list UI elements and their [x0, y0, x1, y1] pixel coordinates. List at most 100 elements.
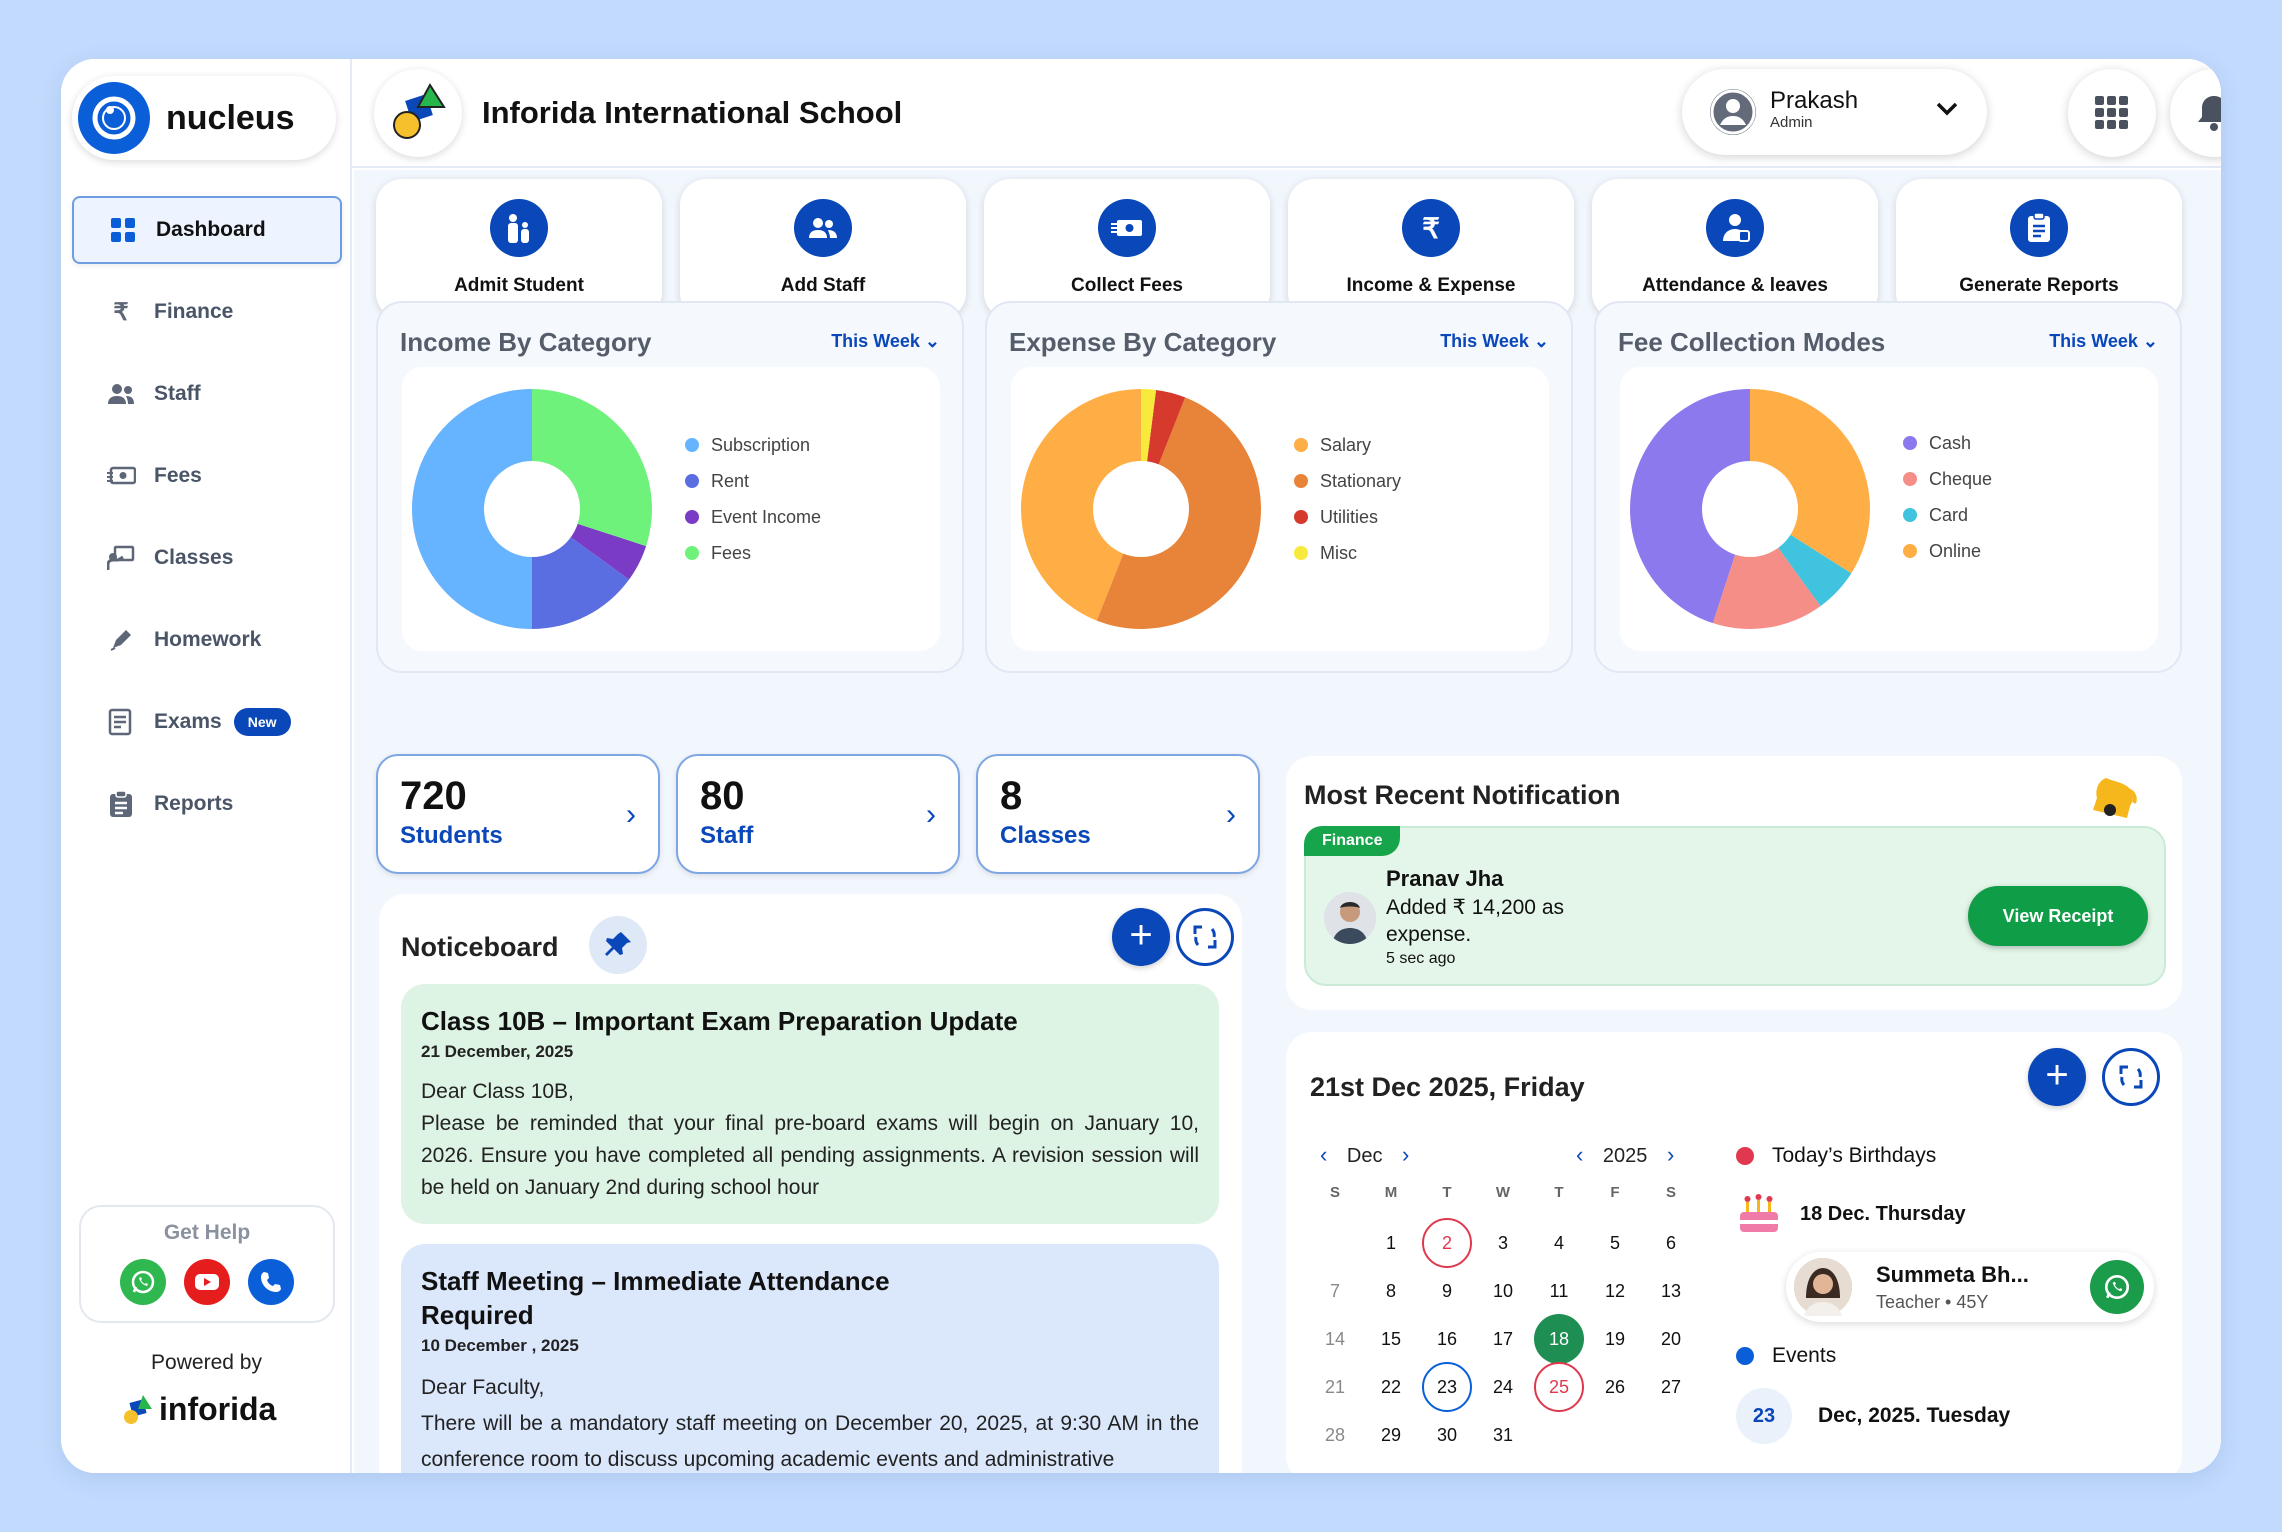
sidebar-item-fees[interactable]: Fees [72, 442, 342, 510]
calendar-day[interactable]: 28 [1324, 1424, 1346, 1445]
next-month-button[interactable]: › [1402, 1142, 1410, 1167]
calendar-day[interactable]: 7 [1329, 1280, 1340, 1301]
view-receipt-button[interactable]: View Receipt [1968, 886, 2148, 946]
admit-student-button[interactable]: Admit Student [376, 179, 662, 319]
calendar-day[interactable]: 10 [1492, 1280, 1514, 1301]
notice-date: 10 December , 2025 [421, 1336, 579, 1355]
students-stat-card[interactable]: 720 Students › [376, 754, 660, 874]
prev-month-button[interactable]: ‹ [1320, 1142, 1328, 1167]
collect-fees-button[interactable]: Collect Fees [984, 179, 1270, 319]
sidebar-item-exams[interactable]: Exams New [72, 688, 342, 756]
whatsapp-icon[interactable] [2090, 1260, 2144, 1314]
add-staff-button[interactable]: Add Staff [680, 179, 966, 319]
calendar-day[interactable]: 15 [1380, 1328, 1402, 1349]
calendar-day[interactable]: 9 [1441, 1280, 1452, 1301]
calendar-day[interactable]: 27 [1660, 1376, 1682, 1397]
calendar-day[interactable]: 21 [1324, 1376, 1346, 1397]
classes-stat-card[interactable]: 8 Classes › [976, 754, 1260, 874]
legend-item: Rent [685, 463, 821, 499]
weekday-label: T [1442, 1184, 1452, 1201]
expand-calendar-button[interactable] [2102, 1048, 2160, 1106]
prev-year-button[interactable]: ‹ [1576, 1142, 1584, 1167]
calendar-day[interactable]: 23 [1422, 1362, 1472, 1412]
sidebar-item-classes[interactable]: Classes [72, 524, 342, 592]
birthdays-header: Today’s Birthdays [1736, 1144, 2166, 1168]
notice-card[interactable]: Class 10B – Important Exam Preparation U… [401, 984, 1219, 1224]
people-icon [106, 379, 136, 409]
apps-grid-button[interactable] [2068, 69, 2156, 157]
calendar-day[interactable]: 24 [1492, 1376, 1514, 1397]
chevron-down-icon [1935, 99, 1959, 124]
pie-slice-cheque[interactable] [1712, 509, 1821, 629]
calendar-day[interactable]: 12 [1604, 1280, 1626, 1301]
youtube-icon[interactable] [184, 1259, 230, 1305]
legend-item: Card [1903, 497, 1992, 533]
calendar-day[interactable]: 31 [1492, 1424, 1514, 1445]
user-menu[interactable]: Prakash Admin [1682, 69, 1987, 155]
legend-item: Fees [685, 535, 821, 571]
notice-text: Please be reminded that your final pre-b… [421, 1112, 1199, 1199]
calendar-day[interactable]: 18 [1534, 1314, 1584, 1364]
notifications-button[interactable] [2170, 69, 2221, 157]
stat-value: 720 [400, 774, 467, 818]
inforida-brand: inforida [121, 1391, 276, 1428]
calendar-day[interactable]: 14 [1324, 1328, 1346, 1349]
top-bar: Inforida International School Prakash Ad… [352, 59, 2221, 168]
birthday-person-card[interactable]: Summeta Bh... Teacher • 45Y [1786, 1252, 2154, 1322]
calendar-day[interactable]: 11 [1549, 1280, 1569, 1301]
calendar-day[interactable]: 17 [1492, 1328, 1514, 1349]
fee-modes-donut-chart [1630, 389, 1870, 629]
calendar-day[interactable]: 13 [1660, 1280, 1682, 1301]
calendar-day[interactable]: 19 [1604, 1328, 1626, 1349]
pie-slice-salary[interactable] [1021, 389, 1141, 621]
qa-label: Attendance & leaves [1642, 275, 1828, 296]
attendance-leaves-button[interactable]: Attendance & leaves [1592, 179, 1878, 319]
qa-label: Admit Student [454, 275, 584, 296]
calendar-day[interactable]: 26 [1604, 1376, 1626, 1397]
calendar-day[interactable]: 3 [1497, 1232, 1508, 1253]
chart-legend: Cash Cheque Card Online [1903, 425, 1992, 569]
calendar-day[interactable]: 8 [1385, 1280, 1396, 1301]
calendar-day[interactable]: 20 [1660, 1328, 1682, 1349]
period-select[interactable]: This Week ⌄ [831, 331, 940, 352]
app-logo[interactable]: nucleus [72, 76, 336, 160]
calendar-day[interactable]: 6 [1665, 1232, 1676, 1253]
add-notice-button[interactable]: + [1112, 908, 1170, 966]
sidebar-item-homework[interactable]: Homework [72, 606, 342, 674]
pie-slice-cash[interactable] [1630, 389, 1750, 624]
calendar-day[interactable]: 30 [1436, 1424, 1458, 1445]
next-year-button[interactable]: › [1666, 1142, 1675, 1167]
pie-slice-subscription[interactable] [412, 389, 532, 629]
legend-swatch [685, 546, 699, 560]
income-expense-button[interactable]: ₹ Income & Expense [1288, 179, 1574, 319]
calendar-day[interactable]: 16 [1436, 1328, 1458, 1349]
calendar-day[interactable]: 22 [1380, 1376, 1402, 1397]
legend-label: Utilities [1320, 506, 1379, 527]
sidebar-item-staff[interactable]: Staff [72, 360, 342, 428]
calendar-day[interactable]: 29 [1380, 1424, 1402, 1445]
whatsapp-icon[interactable] [120, 1259, 166, 1305]
legend-swatch [1294, 438, 1308, 452]
sidebar-item-finance[interactable]: ₹ Finance [72, 278, 342, 346]
calendar-day[interactable]: 1 [1385, 1232, 1396, 1253]
calendar-day[interactable]: 25 [1534, 1362, 1584, 1412]
phone-icon[interactable] [248, 1259, 294, 1305]
period-select[interactable]: This Week ⌄ [2049, 331, 2158, 352]
pin-icon[interactable] [589, 916, 647, 974]
generate-reports-button[interactable]: Generate Reports [1896, 179, 2182, 319]
notice-card[interactable]: Staff Meeting – Immediate Attendance Req… [401, 1244, 1219, 1473]
event-row[interactable]: 23 Dec, 2025. Tuesday [1736, 1388, 2166, 1444]
report-icon [2010, 199, 2068, 257]
recent-notification-panel: Most Recent Notification Finance Pranav … [1286, 756, 2182, 1010]
sidebar-item-reports[interactable]: Reports [72, 770, 342, 838]
expand-noticeboard-button[interactable] [1176, 908, 1234, 966]
calendar-day[interactable]: 5 [1609, 1232, 1620, 1253]
add-event-button[interactable]: + [2028, 1048, 2086, 1106]
legend-label: Rent [711, 470, 750, 491]
staff-stat-card[interactable]: 80 Staff › [676, 754, 960, 874]
sidebar-item-dashboard[interactable]: Dashboard [72, 196, 342, 264]
period-select[interactable]: This Week ⌄ [1440, 331, 1549, 352]
legend-item: Online [1903, 533, 1992, 569]
calendar-day[interactable]: 4 [1553, 1232, 1564, 1253]
calendar-day[interactable]: 2 [1422, 1218, 1472, 1268]
